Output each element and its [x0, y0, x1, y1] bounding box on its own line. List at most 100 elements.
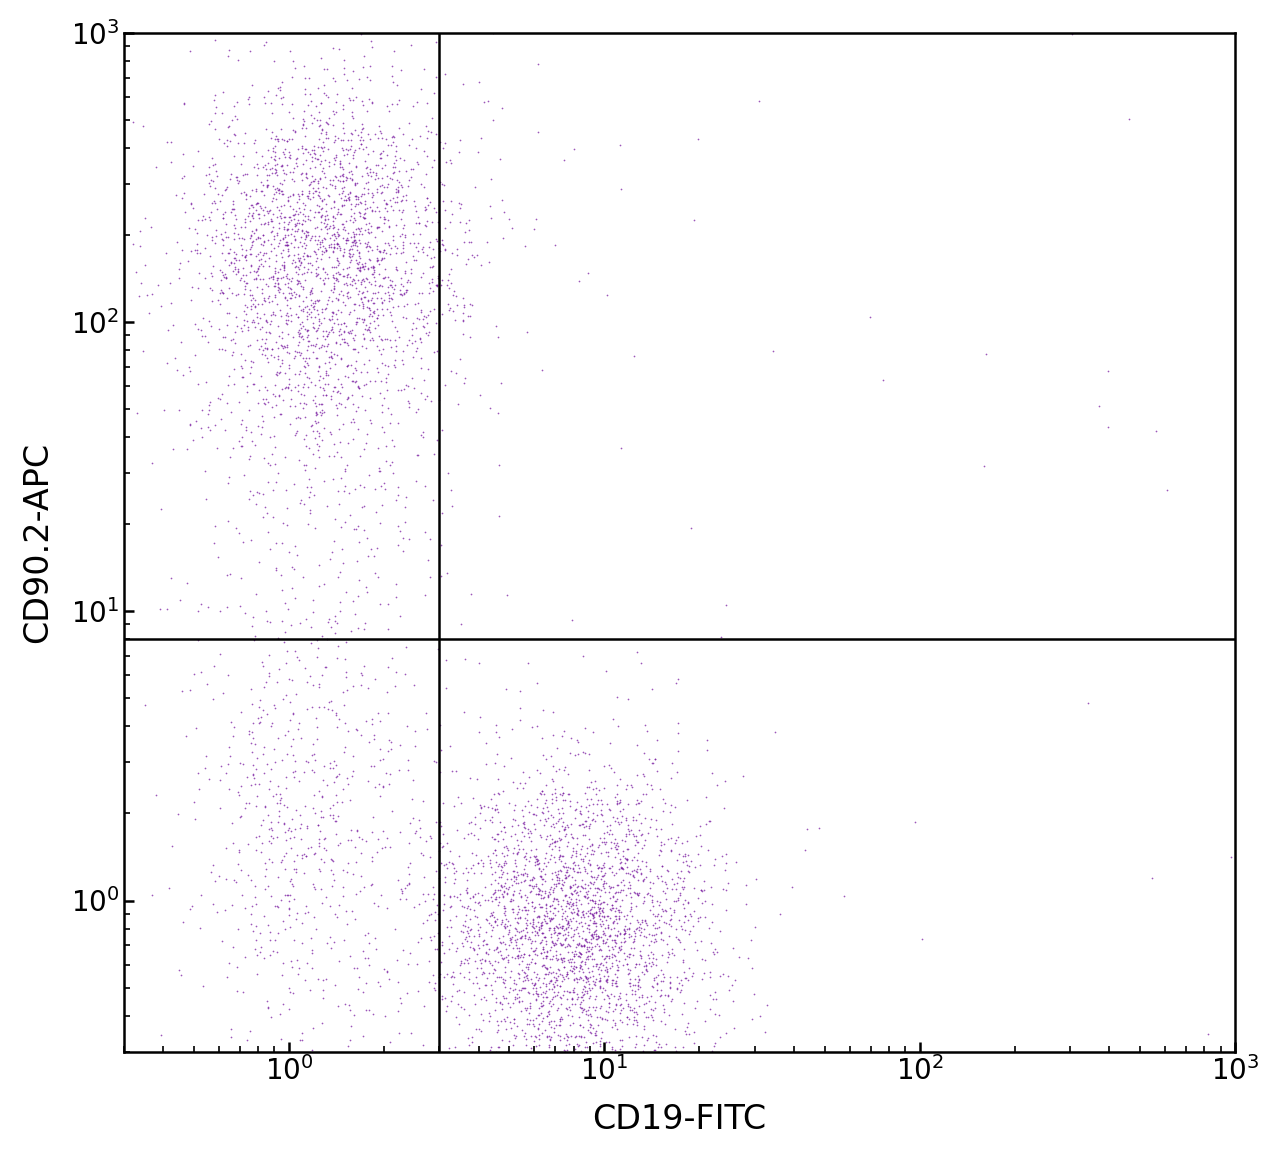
- Point: [379, 286, 399, 304]
- Point: [367, 218, 388, 236]
- Point: [244, 735, 265, 753]
- Point: [287, 148, 307, 167]
- Point: [566, 884, 586, 902]
- Point: [582, 722, 603, 740]
- Point: [370, 275, 390, 294]
- Point: [358, 273, 379, 292]
- Point: [279, 670, 300, 688]
- Point: [346, 312, 366, 331]
- Point: [616, 886, 636, 905]
- Point: [517, 983, 538, 1002]
- Point: [604, 865, 625, 884]
- Point: [497, 846, 517, 864]
- Point: [607, 834, 627, 853]
- Point: [554, 872, 575, 891]
- Point: [234, 218, 255, 236]
- Point: [256, 275, 276, 294]
- Point: [499, 979, 520, 997]
- Point: [488, 968, 508, 987]
- Point: [303, 319, 324, 338]
- Point: [262, 340, 283, 359]
- Point: [297, 817, 317, 835]
- Point: [294, 494, 315, 513]
- Point: [530, 934, 550, 952]
- Point: [621, 938, 641, 957]
- Point: [527, 885, 548, 904]
- Point: [616, 931, 636, 950]
- Point: [449, 1015, 470, 1033]
- Point: [463, 986, 484, 1004]
- Point: [202, 194, 223, 213]
- Point: [280, 982, 301, 1001]
- Point: [559, 887, 580, 906]
- Point: [756, 995, 777, 1014]
- Point: [262, 103, 283, 121]
- Point: [497, 863, 517, 882]
- Point: [512, 1022, 532, 1040]
- Point: [632, 784, 653, 803]
- Point: [284, 121, 305, 140]
- Point: [387, 260, 407, 279]
- Point: [575, 826, 595, 845]
- Point: [589, 781, 609, 799]
- Point: [360, 351, 380, 369]
- Point: [585, 869, 605, 887]
- Point: [525, 848, 545, 867]
- Point: [285, 305, 306, 324]
- Point: [333, 171, 353, 190]
- Point: [383, 312, 403, 331]
- Point: [329, 395, 349, 413]
- Point: [289, 297, 310, 316]
- Point: [349, 261, 370, 280]
- Point: [568, 935, 589, 953]
- Point: [381, 127, 402, 146]
- Point: [216, 316, 237, 334]
- Point: [599, 877, 620, 896]
- Point: [236, 124, 256, 142]
- Point: [558, 913, 579, 931]
- Point: [282, 958, 302, 977]
- Point: [659, 967, 680, 986]
- Point: [278, 818, 298, 837]
- Point: [524, 913, 544, 931]
- Point: [343, 411, 364, 429]
- Point: [623, 883, 644, 901]
- Point: [351, 664, 371, 683]
- Point: [443, 963, 463, 981]
- Point: [530, 943, 550, 961]
- Point: [581, 900, 602, 919]
- Point: [215, 267, 236, 286]
- Point: [567, 730, 588, 749]
- Point: [402, 790, 422, 809]
- Point: [492, 911, 512, 929]
- Point: [174, 94, 195, 112]
- Point: [384, 352, 404, 370]
- Point: [403, 224, 424, 243]
- Point: [627, 843, 648, 862]
- Point: [353, 185, 374, 204]
- Point: [524, 1032, 544, 1051]
- Point: [255, 378, 275, 397]
- Point: [603, 913, 623, 931]
- Point: [413, 422, 434, 441]
- Point: [520, 883, 540, 901]
- Point: [296, 348, 316, 367]
- Point: [549, 828, 570, 847]
- Point: [339, 211, 360, 229]
- Point: [131, 274, 151, 293]
- Point: [552, 847, 572, 865]
- Point: [534, 956, 554, 974]
- Point: [494, 949, 515, 967]
- Point: [509, 992, 530, 1010]
- Point: [303, 336, 324, 354]
- Point: [581, 1024, 602, 1042]
- Point: [556, 863, 576, 882]
- Point: [335, 477, 356, 495]
- Point: [344, 373, 365, 391]
- Point: [250, 197, 270, 215]
- Point: [195, 238, 215, 257]
- Point: [419, 323, 439, 341]
- Point: [343, 233, 364, 251]
- Point: [280, 737, 301, 756]
- Point: [581, 789, 602, 808]
